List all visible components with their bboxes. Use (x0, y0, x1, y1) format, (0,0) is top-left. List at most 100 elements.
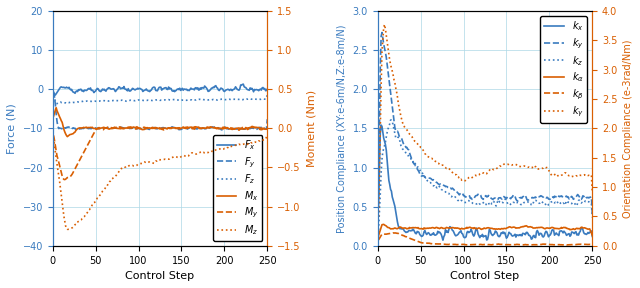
$k_z$ (387, 118, 394, 122)
Line: $k_x$: $k_x$ (378, 125, 592, 240)
$M_z$ (264, 133, 271, 137)
$F_x$ (50, 91, 58, 94)
$k_y$ (378, 31, 386, 34)
$F_x$ (139, 90, 147, 93)
$k_x$ (524, 232, 532, 235)
$k_x$ (465, 231, 472, 234)
$M_y$ (139, 126, 147, 130)
$M_y$ (264, 127, 271, 130)
$k_x$ (378, 123, 385, 127)
$F_z$ (139, 99, 147, 102)
$M_x$ (257, 126, 264, 130)
$k_\beta$ (588, 243, 596, 247)
$M_x$ (264, 128, 271, 131)
$k_x$ (500, 232, 508, 235)
$k_y$ (580, 196, 588, 199)
$F_y$ (75, 128, 83, 132)
$M_z$ (65, 228, 72, 231)
$M_x$ (52, 106, 60, 109)
$M_x$ (140, 128, 148, 131)
$M_z$ (136, 162, 144, 165)
$k_\alpha$ (588, 234, 596, 237)
Line: $k_\beta$: $k_\beta$ (378, 233, 592, 245)
$k_y$ (411, 162, 419, 166)
$k_\alpha$ (380, 223, 388, 226)
$M_x$ (50, 114, 58, 118)
$M_x$ (138, 127, 145, 130)
Line: $M_x$: $M_x$ (54, 108, 268, 137)
X-axis label: Control Step: Control Step (451, 271, 520, 281)
X-axis label: Control Step: Control Step (125, 271, 195, 281)
$k_\gamma$ (381, 23, 388, 26)
$M_y$ (248, 125, 256, 128)
$M_y$ (61, 178, 68, 181)
$M_z$ (139, 161, 147, 165)
Line: $F_y$: $F_y$ (54, 92, 268, 130)
Legend: $F_x$, $F_y$, $F_z$, $M_x$, $M_y$, $M_z$: $F_x$, $F_y$, $F_z$, $M_x$, $M_y$, $M_z$ (213, 134, 262, 241)
$M_y$ (86, 139, 93, 143)
$k_y$ (588, 211, 596, 215)
$F_x$ (198, 86, 206, 89)
$k_z$ (461, 201, 469, 204)
$F_y$ (256, 126, 264, 129)
Y-axis label: Force (N): Force (N) (7, 103, 17, 154)
$k_z$ (524, 200, 531, 204)
$k_\beta$ (563, 243, 570, 247)
$F_y$ (139, 127, 147, 130)
$F_y$ (174, 127, 182, 130)
$F_y$ (50, 90, 58, 93)
$M_x$ (175, 127, 183, 130)
$F_z$ (50, 93, 58, 97)
$k_x$ (588, 235, 596, 238)
Legend: $k_x$, $k_y$, $k_z$, $k_\alpha$, $k_\beta$, $k_\gamma$: $k_x$, $k_y$, $k_z$, $k_\alpha$, $k_\bet… (540, 16, 588, 123)
Line: $F_x$: $F_x$ (54, 84, 268, 95)
Line: $F_z$: $F_z$ (54, 95, 268, 104)
$k_\alpha$ (374, 234, 382, 237)
$k_x$ (582, 232, 589, 236)
$k_z$ (499, 201, 507, 204)
$k_\beta$ (374, 238, 382, 242)
$F_z$ (198, 98, 206, 101)
Line: $k_\gamma$: $k_\gamma$ (378, 24, 592, 216)
$M_x$ (86, 126, 94, 129)
$k_\beta$ (461, 243, 469, 247)
$k_y$ (464, 194, 472, 198)
$k_\beta$ (499, 243, 507, 246)
$k_z$ (374, 228, 382, 232)
$M_z$ (198, 150, 206, 154)
$k_\alpha$ (411, 226, 419, 230)
$F_z$ (264, 94, 271, 97)
$k_y$ (524, 198, 531, 202)
$F_y$ (136, 127, 144, 130)
$F_y$ (264, 118, 271, 121)
$M_z$ (256, 139, 264, 143)
$k_\beta$ (411, 238, 419, 242)
$k_\alpha$ (461, 226, 469, 230)
$k_\beta$ (389, 231, 397, 235)
$k_\beta$ (524, 243, 531, 247)
$F_z$ (256, 98, 264, 101)
$F_z$ (53, 102, 61, 105)
$F_x$ (51, 93, 59, 97)
$k_y$ (461, 195, 469, 199)
$k_x$ (462, 235, 470, 238)
$k_\gamma$ (411, 139, 419, 143)
$F_x$ (264, 87, 271, 91)
$k_z$ (588, 216, 596, 219)
Line: $k_\alpha$: $k_\alpha$ (378, 224, 592, 236)
$k_\gamma$ (580, 173, 588, 177)
Line: $k_y$: $k_y$ (378, 33, 592, 213)
Line: $k_z$: $k_z$ (378, 120, 592, 230)
$F_z$ (174, 98, 182, 102)
$M_z$ (50, 136, 58, 139)
$k_x$ (374, 205, 382, 208)
$k_z$ (464, 199, 472, 202)
$k_y$ (499, 196, 507, 200)
$F_x$ (239, 82, 247, 86)
$M_x$ (63, 135, 71, 138)
$F_z$ (86, 100, 93, 103)
$k_\alpha$ (464, 226, 472, 230)
$F_x$ (136, 87, 144, 90)
$F_x$ (174, 87, 182, 91)
$k_\beta$ (582, 243, 589, 246)
